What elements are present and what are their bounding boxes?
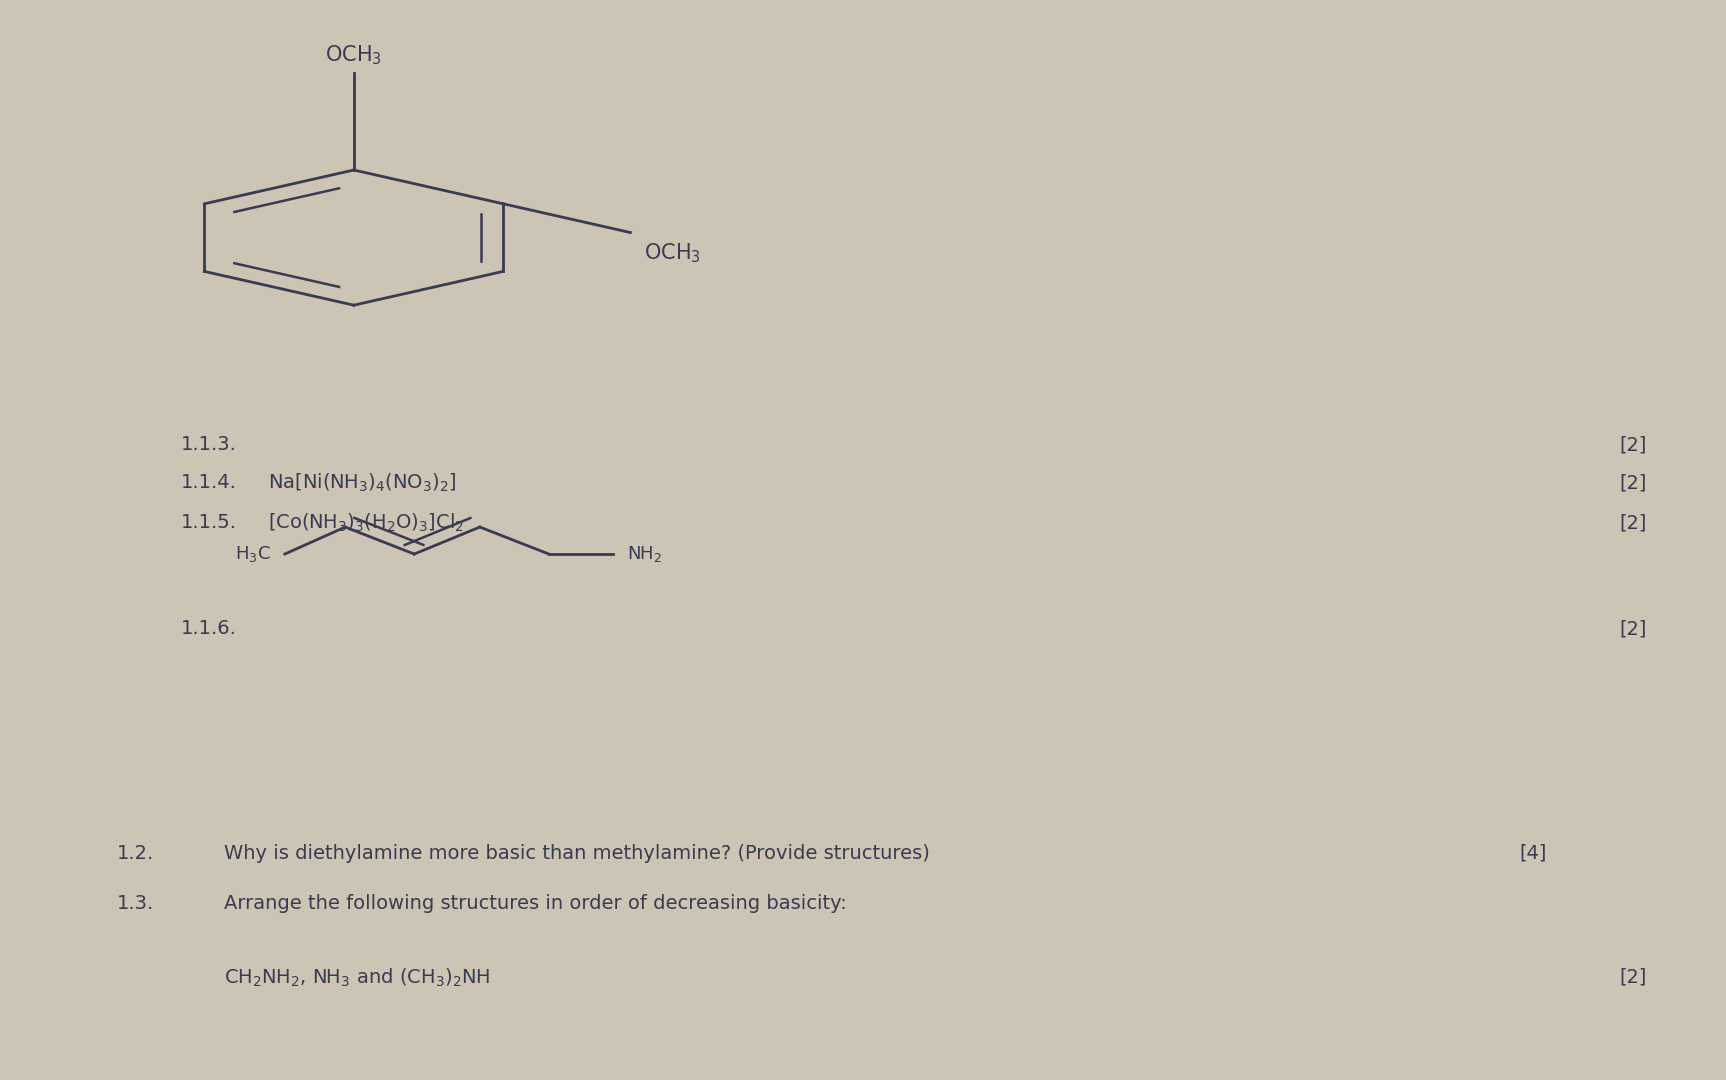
Text: 1.1.6.: 1.1.6. [181, 619, 236, 638]
Text: OCH$_3$: OCH$_3$ [326, 44, 381, 67]
Text: [4]: [4] [1519, 843, 1546, 863]
Text: [2]: [2] [1619, 619, 1647, 638]
Text: 1.1.3.: 1.1.3. [181, 435, 236, 455]
Text: NH$_2$: NH$_2$ [627, 544, 661, 564]
Text: CH$_2$NH$_2$, NH$_3$ and (CH$_3$)$_2$NH: CH$_2$NH$_2$, NH$_3$ and (CH$_3$)$_2$NH [224, 967, 490, 988]
Text: [2]: [2] [1619, 435, 1647, 455]
Text: H$_3$C: H$_3$C [235, 544, 271, 564]
Text: [Co(NH$_3$)$_3$(H$_2$O)$_3$]Cl$_2$: [Co(NH$_3$)$_3$(H$_2$O)$_3$]Cl$_2$ [268, 512, 463, 534]
Text: Arrange the following structures in order of decreasing basicity:: Arrange the following structures in orde… [224, 894, 847, 914]
Text: 1.3.: 1.3. [117, 894, 155, 914]
Text: OCH$_3$: OCH$_3$ [644, 241, 701, 265]
Text: Na[Ni(NH$_3$)$_4$(NO$_3$)$_2$]: Na[Ni(NH$_3$)$_4$(NO$_3$)$_2$] [268, 472, 456, 494]
Text: [2]: [2] [1619, 968, 1647, 987]
Text: 1.1.5.: 1.1.5. [181, 513, 236, 532]
Text: [2]: [2] [1619, 513, 1647, 532]
Text: Why is diethylamine more basic than methylamine? (Provide structures): Why is diethylamine more basic than meth… [224, 843, 930, 863]
Text: 1.1.4.: 1.1.4. [181, 473, 236, 492]
Text: [2]: [2] [1619, 473, 1647, 492]
Text: 1.2.: 1.2. [117, 843, 155, 863]
